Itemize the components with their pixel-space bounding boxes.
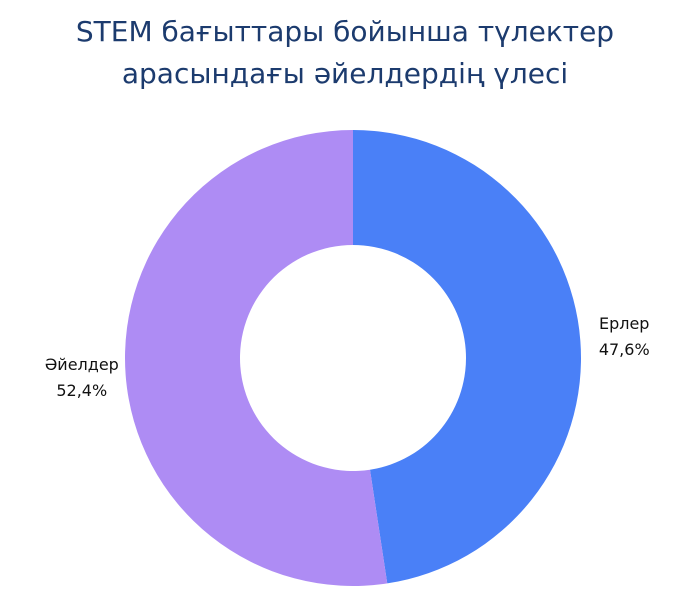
- donut-slice: [124, 130, 388, 586]
- slice-label: Әйелдер: [45, 355, 119, 374]
- chart-title: арасындағы әйелдердің үлесі: [122, 57, 568, 90]
- donut-slice: [353, 130, 581, 584]
- slice-label: Ерлер: [599, 314, 650, 333]
- chart-title: STEM бағыттары бойынша түлектер: [76, 15, 614, 48]
- slice-value: 52,4%: [56, 381, 107, 400]
- slice-value: 47,6%: [599, 340, 650, 359]
